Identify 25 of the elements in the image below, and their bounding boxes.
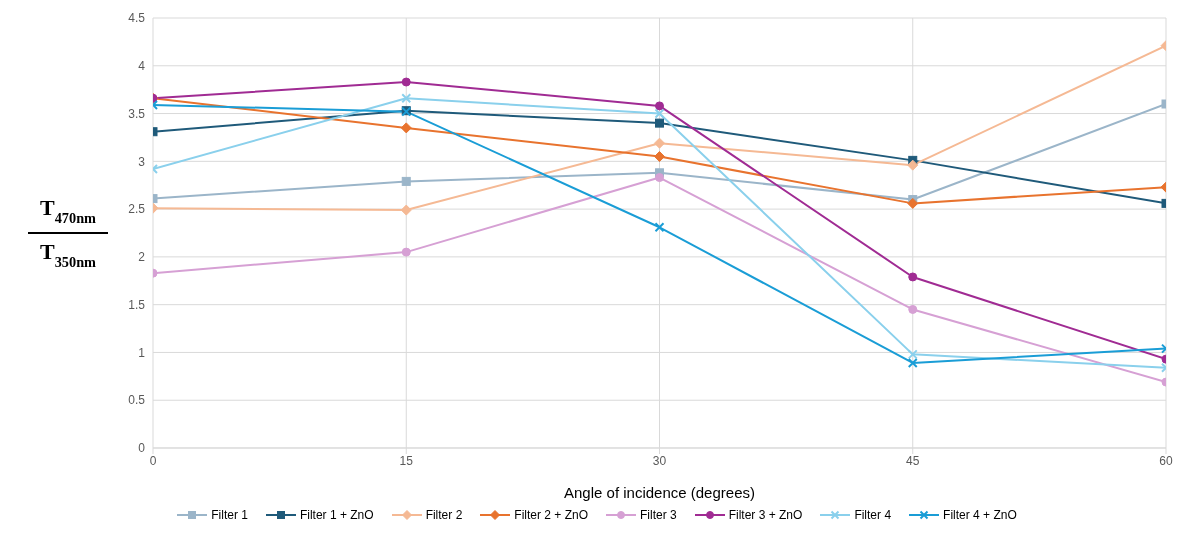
y-tick-label: 4.5 bbox=[128, 11, 146, 26]
x-tick-label: 15 bbox=[399, 453, 414, 468]
x-tick-label: 0 bbox=[149, 453, 157, 468]
y-axis-title: T$_{470nm}$ T$_{350nm}$ bbox=[40, 195, 97, 270]
legend-label: Filter 1 bbox=[211, 508, 248, 522]
x-tick-label: 60 bbox=[1159, 453, 1173, 468]
legend-label: Filter 4 bbox=[854, 508, 892, 522]
legend-label: Filter 3 + ZnO bbox=[728, 508, 803, 522]
legend-label: Filter 2 bbox=[425, 508, 463, 522]
y-tick-label: 4 bbox=[138, 59, 146, 74]
legend-label: Filter 3 bbox=[640, 508, 677, 522]
x-tick-label: 45 bbox=[906, 453, 920, 468]
y-tick-label: 0 bbox=[138, 441, 146, 456]
legend-label: Filter 1 + ZnO bbox=[299, 508, 374, 522]
legend-label: Filter 4 + ZnO bbox=[943, 508, 1017, 522]
y-tick-label: 1 bbox=[138, 345, 146, 360]
y-tick-label: 0.5 bbox=[128, 393, 146, 408]
x-axis-title: Angle of incidence (degrees) bbox=[564, 484, 755, 501]
x-tick-label: 30 bbox=[652, 453, 667, 468]
y-tick-label: 2 bbox=[138, 250, 146, 265]
y-tick-label: 3.5 bbox=[128, 106, 146, 121]
legend-label: Filter 2 + ZnO bbox=[514, 508, 588, 522]
y-tick-label: 1.5 bbox=[128, 297, 146, 312]
y-tick-label: 2.5 bbox=[128, 202, 146, 217]
y-tick-label: 3 bbox=[138, 154, 146, 169]
